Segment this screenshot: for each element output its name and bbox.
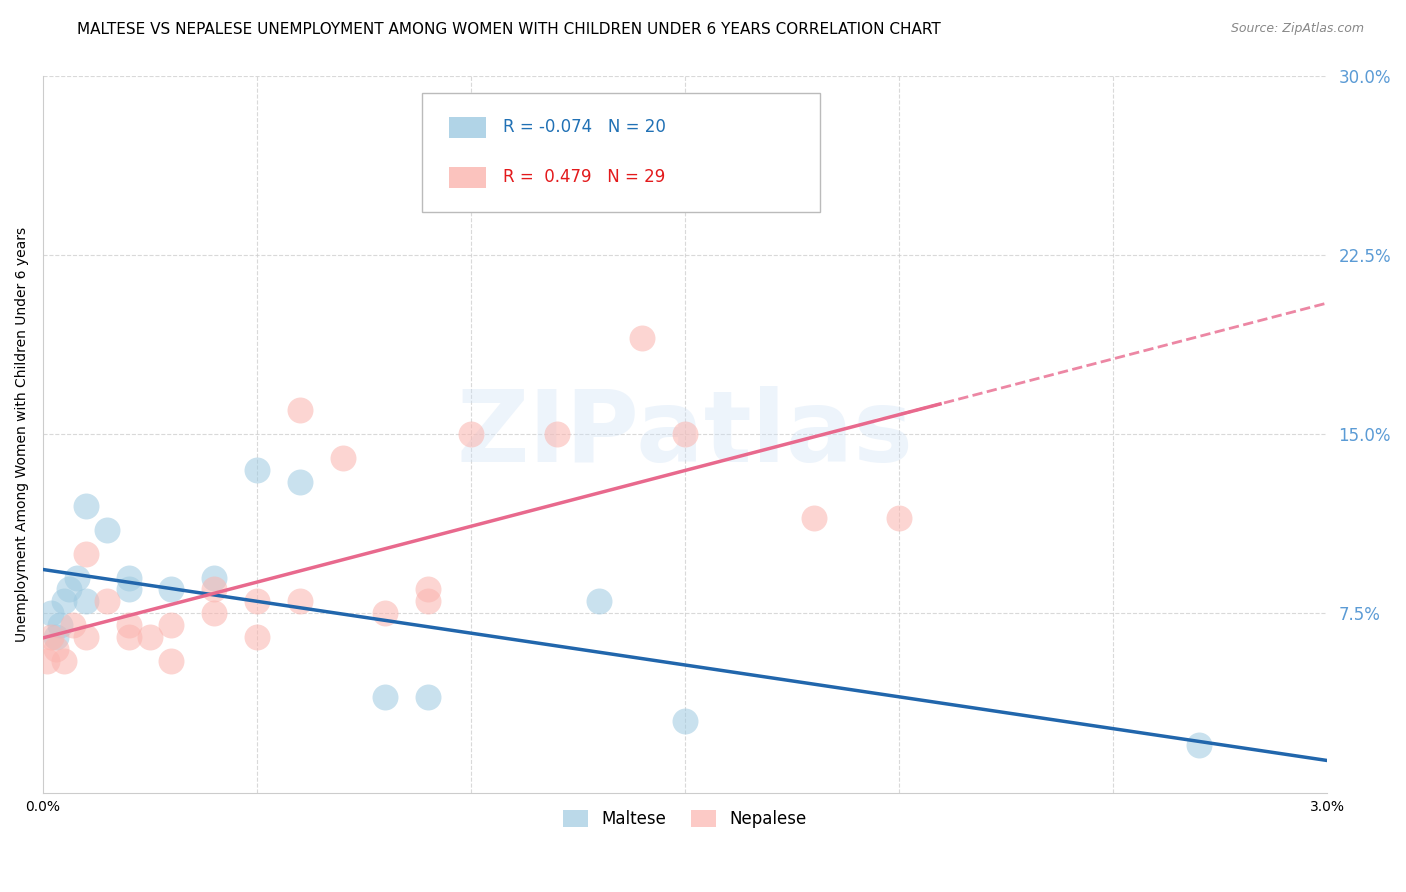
Legend: Maltese, Nepalese: Maltese, Nepalese [557,803,814,835]
Point [418,690,440,704]
Point [246,630,269,644]
Point [75,499,97,513]
Point [53,654,76,668]
Point [202,582,225,597]
Point [117,570,139,584]
Point [418,582,440,597]
FancyBboxPatch shape [449,167,486,187]
Point [332,450,354,465]
Point [45,642,67,657]
Point [37,654,59,668]
Point [631,331,654,345]
Point [803,510,825,524]
Point [53,594,76,608]
Point [117,618,139,632]
Point [139,630,162,644]
Point [117,582,139,597]
Point [288,475,311,489]
Point [96,594,118,608]
Point [160,618,183,632]
Point [75,547,97,561]
Point [588,594,610,608]
Text: R = -0.074   N = 20: R = -0.074 N = 20 [503,118,665,136]
Point [288,403,311,417]
Point [160,582,183,597]
Point [460,427,482,442]
Point [202,607,225,621]
Point [374,690,396,704]
Point [1188,738,1211,752]
Point [288,594,311,608]
Y-axis label: Unemployment Among Women with Children Under 6 years: Unemployment Among Women with Children U… [15,227,30,641]
FancyBboxPatch shape [422,94,820,211]
Point [96,523,118,537]
Point [41,607,63,621]
Point [673,714,696,728]
Point [117,630,139,644]
FancyBboxPatch shape [449,117,486,137]
Point [45,630,67,644]
Point [62,618,84,632]
Point [41,630,63,644]
Point [66,570,89,584]
Point [246,594,269,608]
Text: ZIPatlas: ZIPatlas [457,385,914,483]
Point [418,594,440,608]
Point [58,582,80,597]
Point [546,427,568,442]
Text: MALTESE VS NEPALESE UNEMPLOYMENT AMONG WOMEN WITH CHILDREN UNDER 6 YEARS CORRELA: MALTESE VS NEPALESE UNEMPLOYMENT AMONG W… [77,22,941,37]
Point [75,630,97,644]
Text: Source: ZipAtlas.com: Source: ZipAtlas.com [1230,22,1364,36]
Text: R =  0.479   N = 29: R = 0.479 N = 29 [503,169,665,186]
Point [246,463,269,477]
Point [75,594,97,608]
Point [160,654,183,668]
Point [889,510,911,524]
Point [673,427,696,442]
Point [49,618,72,632]
Point [202,570,225,584]
Point [374,607,396,621]
